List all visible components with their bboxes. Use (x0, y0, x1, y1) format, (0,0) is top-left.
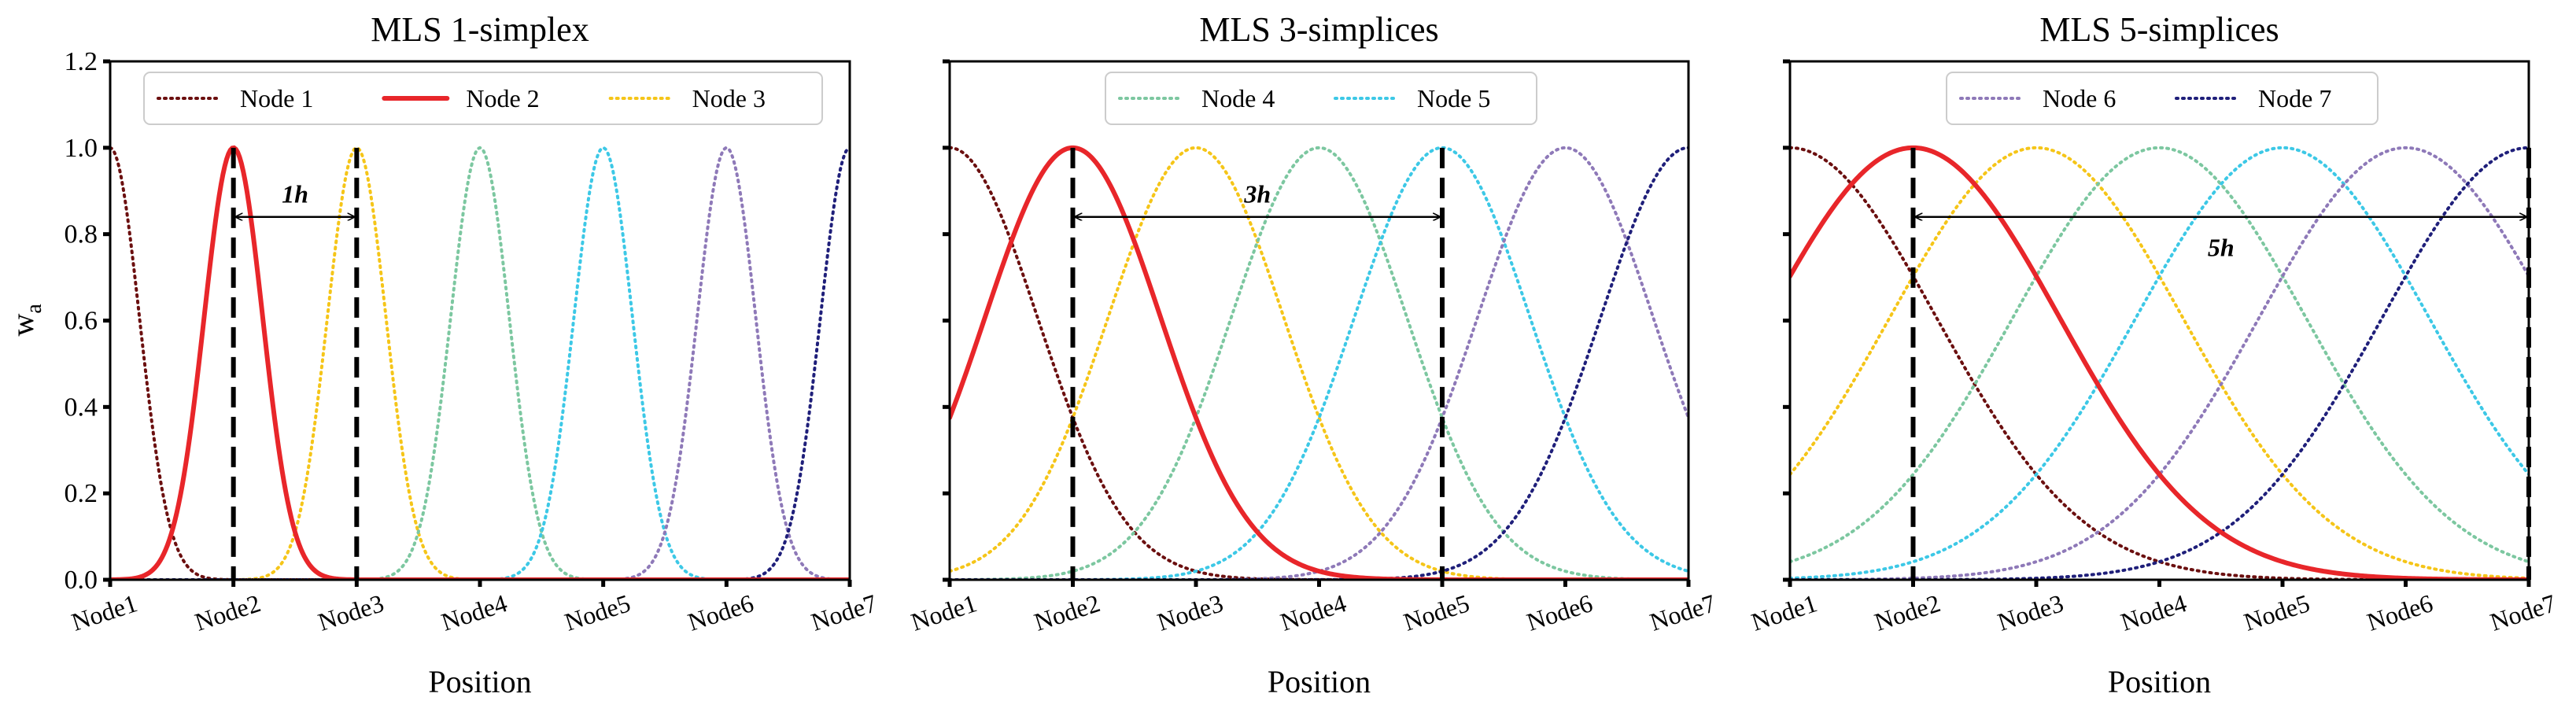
series-line-node-3 (1790, 146, 2529, 580)
x-axis-label: Position (1268, 664, 1371, 699)
legend-label: Node 2 (466, 84, 539, 112)
x-tick-label: Node3 (1994, 588, 2066, 636)
panel-3: MLS 5-simplices Node1 Node2 Node3 Node4 Node5… (1747, 10, 2559, 699)
x-tick-label: Node4 (2117, 588, 2190, 636)
legend: Node 1 Node 2 Node 3 (143, 72, 823, 125)
y-tick-label: 0.8 (65, 220, 98, 249)
x-tick-label: Node2 (1031, 588, 1103, 636)
legend-box (143, 72, 823, 125)
support-radius-label: 1h (282, 180, 308, 208)
legend-label: Node 4 (1201, 84, 1275, 112)
legend-label: Node 6 (2043, 84, 2116, 112)
series-line-node-5 (950, 146, 1688, 580)
y-axis-label: wa (5, 304, 46, 337)
series-line-node-5 (1790, 146, 2529, 580)
series-line-node-6 (1790, 146, 2529, 580)
x-axis-label: Position (2108, 664, 2211, 699)
legend: Node 4 Node 5 (1105, 72, 1537, 125)
chart-title: MLS 1-simplex (371, 10, 589, 49)
x-tick-label: Node7 (1646, 588, 1718, 636)
axes-frame (1788, 60, 2530, 581)
panel-2: MLS 3-simplices Node1 Node2 Node3 Node4 Node5… (907, 10, 1718, 699)
legend-label: Node 1 (240, 84, 313, 112)
x-tick-label: Node6 (2364, 588, 2436, 636)
series-line-node-6 (950, 146, 1688, 580)
support-radius-label: 3h (1243, 180, 1271, 208)
x-tick-label: Node6 (1523, 588, 1596, 636)
axes-frame (948, 60, 1690, 581)
plot-area (1790, 145, 2529, 580)
x-tick-label: Node5 (2240, 588, 2312, 636)
axes-frame (109, 60, 851, 581)
series-line-node-3 (110, 146, 850, 580)
x-tick-label: Node3 (315, 588, 387, 636)
series-line-node-6 (110, 146, 850, 580)
series-line-node-7 (950, 146, 1688, 580)
series-line-node-1 (950, 146, 1688, 580)
y-tick-label: 0.4 (65, 393, 98, 422)
plot-area (950, 145, 1688, 580)
support-radius-label: 5h (2208, 234, 2235, 262)
x-tick-label: Node1 (1747, 588, 1820, 636)
series-line-node-1 (110, 146, 850, 580)
series-line-node-5 (110, 146, 850, 580)
legend-label: Node 7 (2258, 84, 2331, 112)
y-tick-label: 0.6 (65, 307, 98, 336)
series-line-node-7 (1790, 146, 2529, 580)
legend-label: Node 3 (692, 84, 766, 112)
y-tick-label: 0.2 (65, 479, 98, 508)
series-line-node-4 (950, 146, 1688, 580)
series-line-node-7 (110, 146, 850, 580)
series-line-node-3 (950, 146, 1688, 580)
legend-label: Node 5 (1417, 84, 1490, 112)
x-tick-label: Node1 (907, 588, 980, 636)
series-line-node-2 (950, 145, 1688, 580)
panel-1: MLS 1-simplex 0.0 0.2 0.4 0.6 0.8 1.0 1.2 wa Node… (5, 10, 880, 699)
x-axis-label: Position (428, 664, 531, 699)
x-tick-label: Node7 (807, 588, 880, 636)
x-tick-label: Node6 (685, 588, 757, 636)
series-line-node-1 (1790, 146, 2529, 580)
y-tick-label: 0.0 (65, 566, 98, 595)
x-tick-label: Node5 (561, 588, 633, 636)
chart-title: MLS 5-simplices (2039, 10, 2279, 49)
x-tick-label: Node7 (2486, 588, 2559, 636)
legend-box (1946, 72, 2379, 125)
series-line-node-2 (1790, 145, 2529, 580)
x-tick-label: Node1 (68, 588, 140, 636)
x-tick-label: Node3 (1153, 588, 1226, 636)
y-tick-label: 1.0 (65, 134, 98, 163)
x-tick-label: Node2 (191, 588, 264, 636)
series-line-node-4 (110, 146, 850, 580)
plot-area (110, 145, 850, 580)
y-tick-label: 1.2 (65, 47, 98, 76)
series-line-node-2 (110, 145, 850, 580)
x-tick-label: Node2 (1871, 588, 1943, 636)
x-tick-label: Node4 (1277, 588, 1349, 636)
legend: Node 6 Node 7 (1946, 72, 2379, 125)
series-line-node-4 (1790, 146, 2529, 564)
x-tick-label: Node5 (1400, 588, 1472, 636)
legend-box (1105, 72, 1537, 125)
x-tick-label: Node4 (437, 588, 510, 636)
chart-title: MLS 3-simplices (1199, 10, 1438, 49)
